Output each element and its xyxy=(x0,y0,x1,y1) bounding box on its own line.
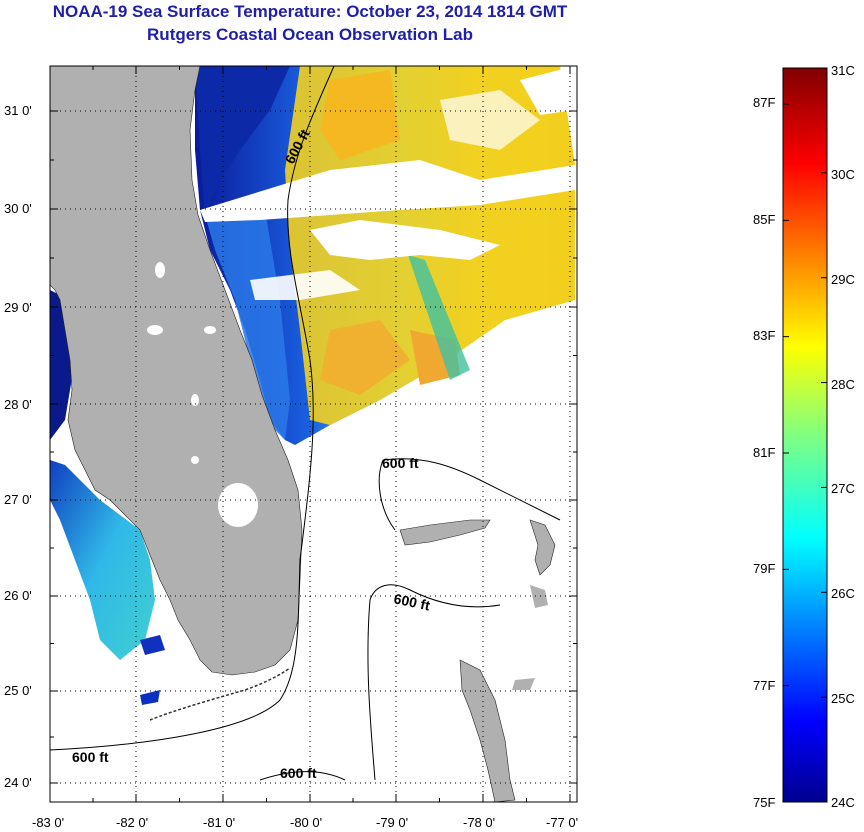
lat-label: 31 0' xyxy=(4,103,32,118)
cloud-gap xyxy=(200,160,575,222)
map-subtitle: Rutgers Coastal Ocean Observation Lab xyxy=(147,25,473,44)
cloud-gap xyxy=(310,220,500,260)
lat-label: 29 0' xyxy=(4,300,32,315)
lat-label: 26 0' xyxy=(4,588,32,603)
graticule xyxy=(49,66,577,802)
lake xyxy=(204,326,216,334)
florida-keys xyxy=(149,667,291,721)
colorbar-fahrenheit-label: 83F xyxy=(753,328,775,343)
bahamas-abaco xyxy=(529,519,556,576)
contour-600ft xyxy=(367,584,501,781)
sst-nearshore-mid xyxy=(205,210,290,440)
colorbar-celsius-label: 24C xyxy=(831,795,855,810)
lon-labels: -83 0' -82 0' -81 0' -80 0' -79 0' -78 0… xyxy=(32,815,578,830)
map-border xyxy=(49,65,578,803)
cloud-gap xyxy=(520,66,575,115)
colorbar-celsius-label: 27C xyxy=(831,481,855,496)
map-title: NOAA-19 Sea Surface Temperature: October… xyxy=(52,2,568,21)
colorbar-celsius-label: 29C xyxy=(831,272,855,287)
lon-label: -79 0' xyxy=(376,815,408,830)
lon-label: -80 0' xyxy=(290,815,322,830)
sst-orange-patch xyxy=(320,320,410,395)
lat-label: 25 0' xyxy=(4,683,32,698)
lake xyxy=(155,262,165,278)
lat-label: 27 0' xyxy=(4,492,32,507)
colorbar-fahrenheit-label: 79F xyxy=(753,561,775,576)
cloud-gap xyxy=(250,270,360,300)
contour-600ft xyxy=(378,459,396,531)
sst-gulf-strip xyxy=(50,460,155,660)
colorbar-celsius-label: 25C xyxy=(831,691,855,706)
colorbar-celsius-label: 28C xyxy=(831,377,855,392)
sst-cool-lane xyxy=(408,255,470,380)
colorbar-ticks xyxy=(783,67,827,803)
bahamas-small xyxy=(530,585,548,608)
sst-nearshore-cold xyxy=(195,66,290,215)
lat-label: 30 0' xyxy=(4,201,32,216)
sst-gulf-fleck xyxy=(140,690,160,705)
bahamas-grand xyxy=(399,519,491,546)
contour-600ft xyxy=(382,458,561,521)
lon-label: -81 0' xyxy=(203,815,235,830)
lon-label: -83 0' xyxy=(32,815,64,830)
lat-labels: 31 0' 30 0' 29 0' 28 0' 27 0' 26 0' 25 0… xyxy=(4,103,32,790)
colorbar-celsius-label: 31C xyxy=(831,63,855,78)
colorbar-celsius-label: 26C xyxy=(831,586,855,601)
lat-label: 24 0' xyxy=(4,775,32,790)
contour-600ft xyxy=(259,771,346,781)
colorbar-fahrenheit-label: 77F xyxy=(753,678,775,693)
sst-gulf-fleck xyxy=(140,635,165,655)
contour-600ft xyxy=(50,66,335,751)
contour-label: 600 ft xyxy=(280,765,317,781)
sst-orange-patch xyxy=(320,70,400,160)
contour-label: 600 ft xyxy=(392,590,431,613)
colorbar-fahrenheit-label: 87F xyxy=(753,95,775,110)
lon-label: -82 0' xyxy=(116,815,148,830)
lon-label: -77 0' xyxy=(546,815,578,830)
lake xyxy=(191,394,199,406)
lake xyxy=(191,456,199,464)
colorbar-celsius-label: 30C xyxy=(831,167,855,182)
bahamas-andros xyxy=(459,659,516,802)
lat-label: 28 0' xyxy=(4,397,32,412)
contour-label: 600 ft xyxy=(382,455,419,471)
lon-label: -78 0' xyxy=(463,815,495,830)
colorbar-fahrenheit-label: 81F xyxy=(753,445,775,460)
lake xyxy=(147,325,163,335)
contour-label: 600 ft xyxy=(72,749,109,765)
lake-okeechobee xyxy=(218,483,258,527)
cloud-gap xyxy=(440,90,540,150)
colorbar-fahrenheit-label: 85F xyxy=(753,212,775,227)
bahamas-small xyxy=(512,678,535,690)
colorbar-scale xyxy=(782,67,828,803)
colorbar-fahrenheit-label: 75F xyxy=(753,795,775,810)
